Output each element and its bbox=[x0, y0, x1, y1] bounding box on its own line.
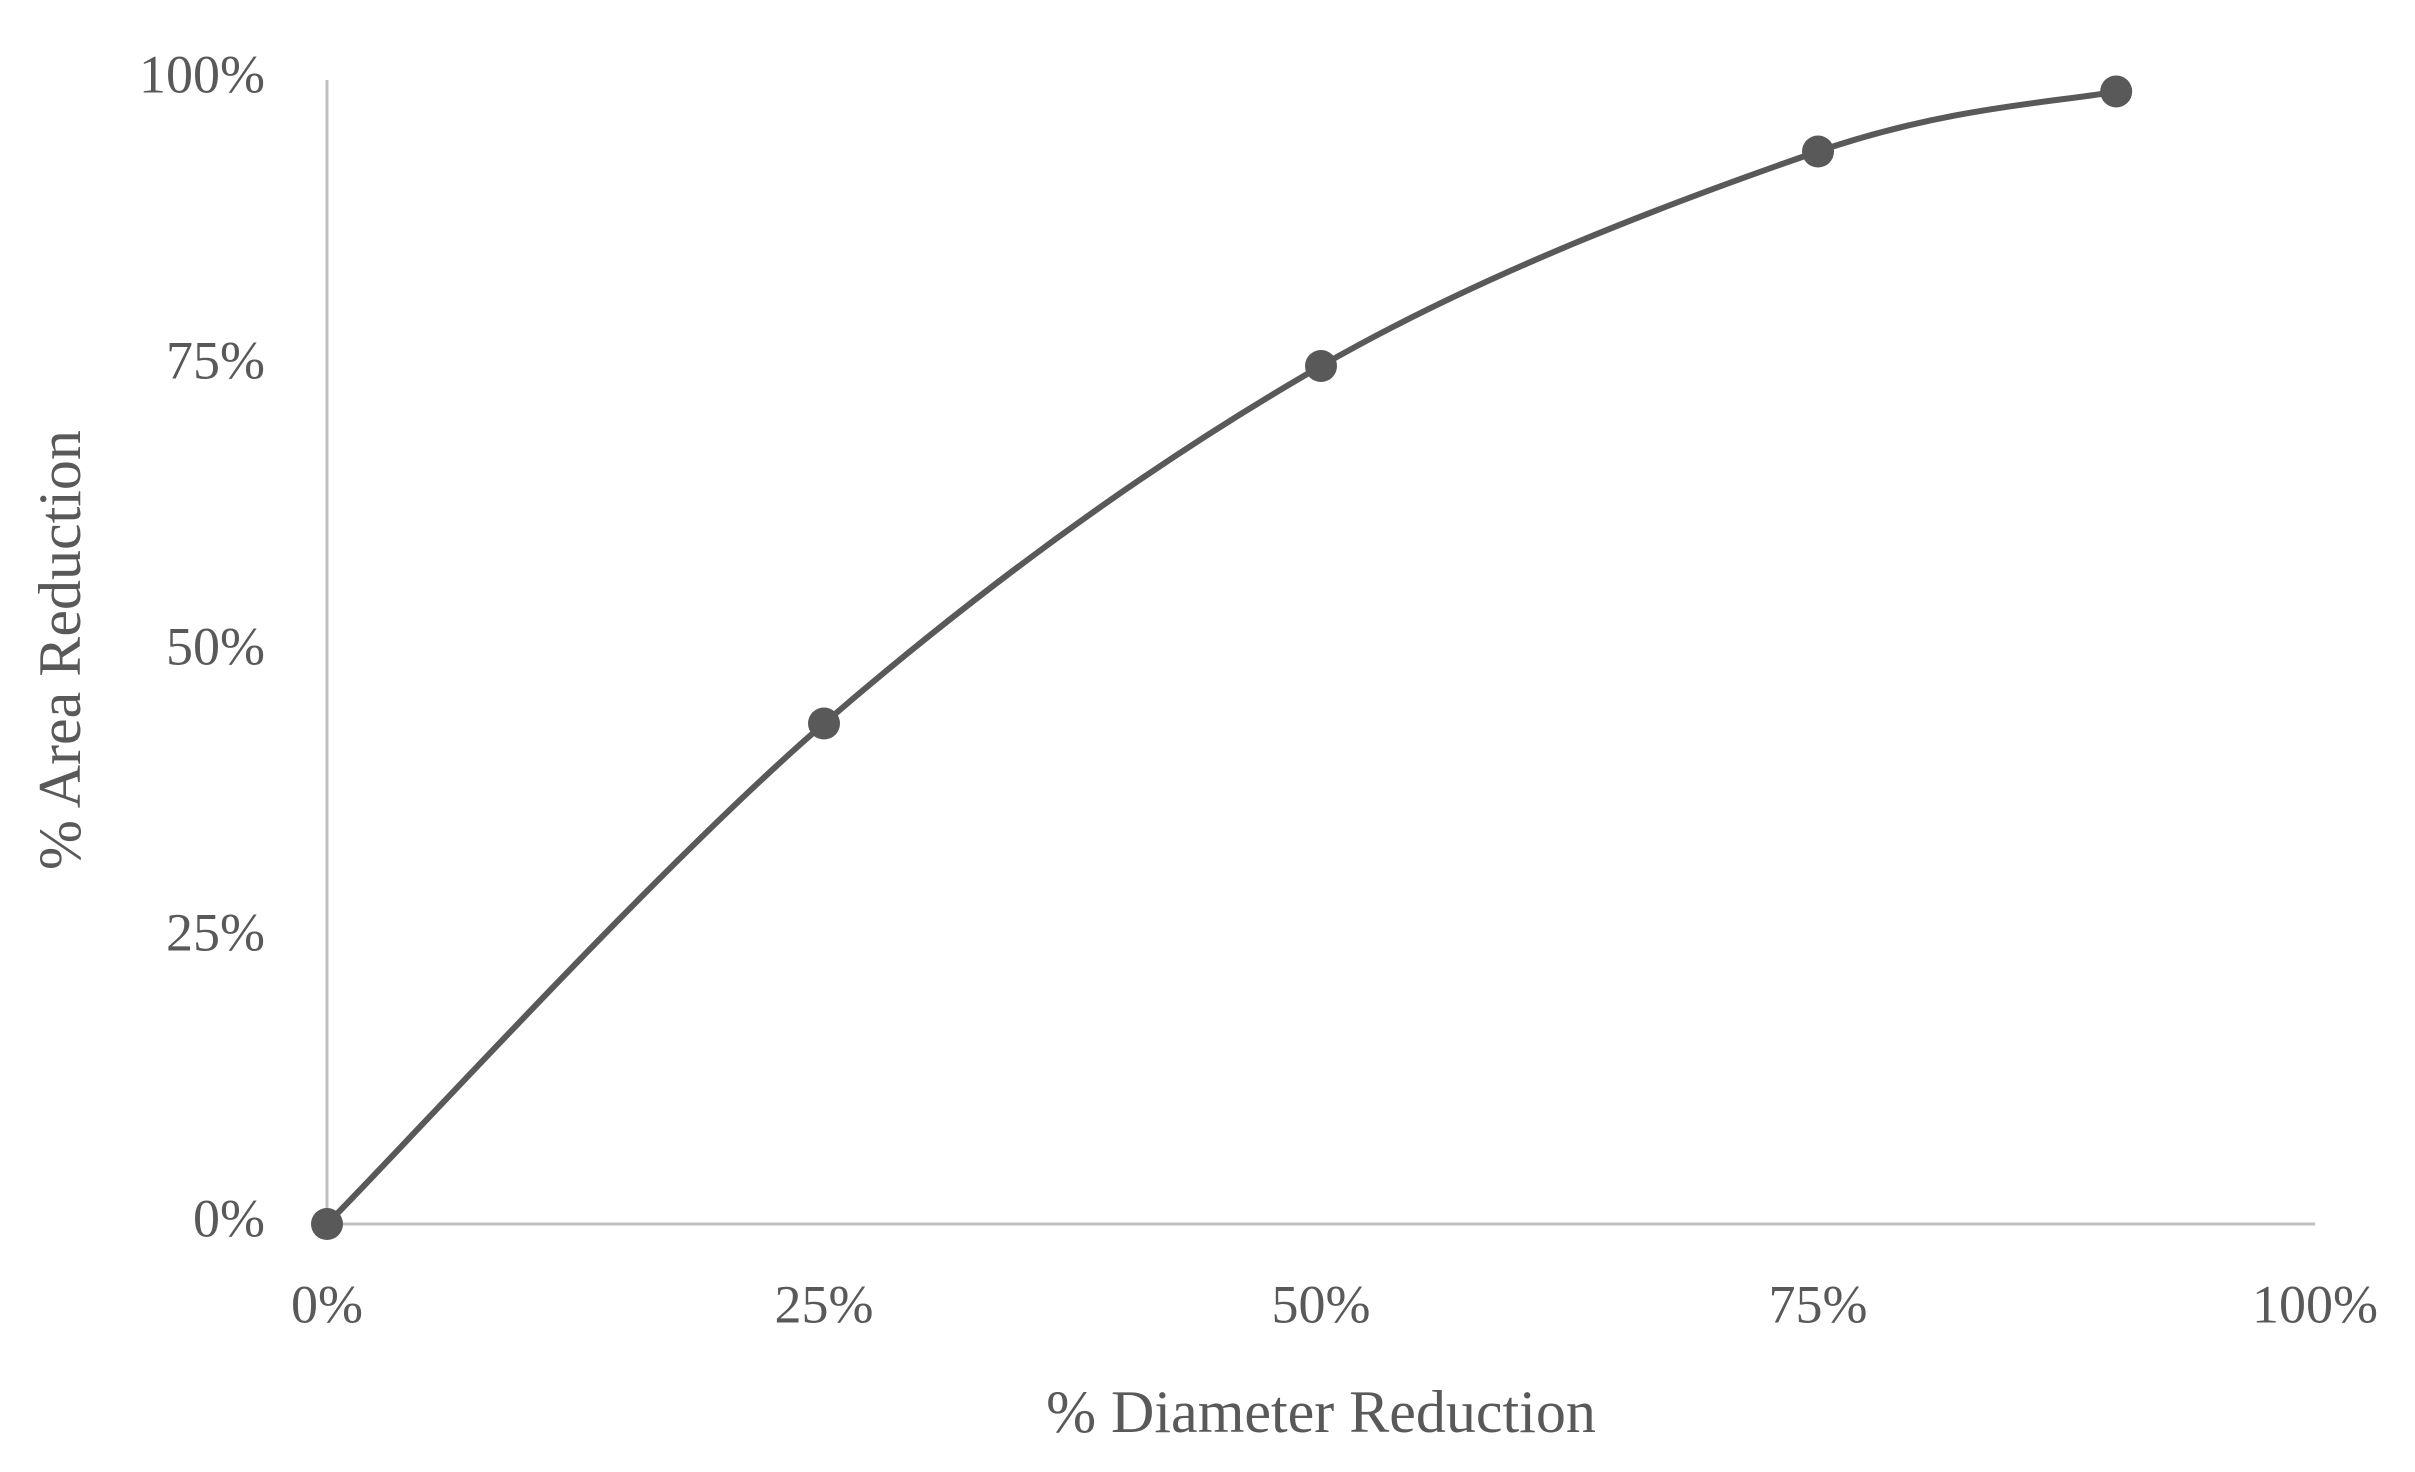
x-tick-label: 50% bbox=[1272, 1274, 1371, 1334]
y-tick-label: 0% bbox=[193, 1188, 265, 1248]
x-tick-label: 100% bbox=[2252, 1274, 2378, 1334]
y-tick-label: 100% bbox=[139, 44, 265, 104]
data-point bbox=[1802, 135, 1834, 168]
y-tick-label: 25% bbox=[166, 902, 265, 962]
y-tick-label: 50% bbox=[166, 616, 265, 676]
data-line bbox=[324, 88, 2117, 1227]
data-point bbox=[808, 707, 840, 740]
x-tick-label: 75% bbox=[1769, 1274, 1868, 1334]
data-point bbox=[311, 1208, 343, 1240]
data-point bbox=[1305, 350, 1337, 382]
x-tick-label: 0% bbox=[291, 1274, 363, 1334]
x-tick-label: 25% bbox=[775, 1274, 874, 1334]
data-point bbox=[2100, 75, 2133, 108]
y-axis-title: % Area Reduction bbox=[27, 430, 93, 870]
y-tick-label: 75% bbox=[166, 330, 265, 390]
x-axis-title: % Diameter Reduction bbox=[1046, 1379, 1596, 1445]
